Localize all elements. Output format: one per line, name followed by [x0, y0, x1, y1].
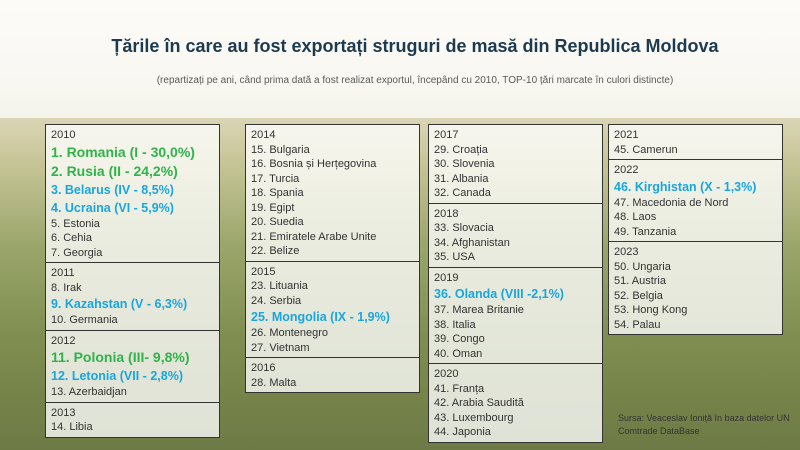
year-label: 2011 [51, 267, 75, 279]
country-item: 42. Arabia Saudită [434, 397, 524, 409]
country-item: 11. Polonia (III- 9,8%) [51, 349, 190, 365]
year-label: 2023 [614, 246, 639, 258]
country-item: 15. Bulgaria [251, 143, 310, 156]
country-item: 29. Croația [434, 143, 488, 156]
country-item: 14. Libia [51, 421, 93, 433]
country-item: 21. Emiratele Arabe Unite [251, 230, 377, 243]
year-box: 2021 45. Camerun [608, 124, 783, 160]
year-label: 2021 [614, 129, 639, 141]
year-label: 2016 [251, 362, 276, 374]
country-item: 31. Albania [434, 172, 489, 185]
year-label: 2012 [51, 334, 76, 347]
country-item: 8. Irak [51, 281, 82, 294]
year-label: 2019 [434, 271, 459, 284]
country-item: 19. Egipt [251, 201, 295, 214]
country-item: 27. Vietnam [251, 341, 310, 354]
year-box: 2016 28. Malta [245, 357, 420, 393]
country-item: 43. Luxembourg [434, 411, 514, 424]
country-item: 44. Japonia [434, 426, 491, 438]
year-box: 2018 33. Slovacia 34. Afghanistan 35. USA [428, 202, 603, 268]
country-item: 30. Slovenia [434, 158, 495, 170]
subtitle: (repartizați pe ani, când prima dată a f… [156, 75, 674, 86]
country-item: 3. Belarus (IV - 8,5%) [51, 182, 174, 197]
country-item: 24. Serbia [251, 294, 302, 307]
column: 2021 45. Camerun 2022 46. Kirghistan (X - 1… [608, 124, 783, 335]
year-box: 2012 11. Polonia (III- 9,8%) 12. Letonia (… [45, 329, 220, 403]
country-item: 18. Spania [251, 187, 304, 199]
country-item: 49. Tanzania [614, 225, 677, 238]
country-item: 22. Belize [251, 245, 300, 257]
source-note: Sursa: Veaceslav Ioniță în baza datelor … [618, 413, 790, 436]
country-item: 32. Canada [434, 187, 491, 199]
country-item: 53. Hong Kong [614, 304, 688, 316]
country-item: 20. Suedia [251, 216, 304, 228]
country-item: 41. Franța [434, 382, 485, 395]
country-item: 33. Slovacia [434, 222, 494, 234]
country-item: 40. Oman [434, 347, 483, 360]
year-box: 2014 15. Bulgaria 16. Bosnia și Herțegovin… [245, 124, 420, 262]
year-label: 2010 [51, 129, 76, 141]
year-box: 2015 23. Lituania 24. Serbia 25. Mongolia (… [245, 260, 420, 358]
country-item: 7. Georgia [51, 246, 103, 259]
year-label: 2014 [251, 129, 276, 141]
country-item: 47. Macedonia de Nord [614, 196, 729, 209]
country-item: 54. Palau [614, 318, 661, 331]
year-label: 2015 [251, 265, 276, 278]
country-item: 26. Montenegro [251, 327, 329, 339]
country-item: 37. Marea Britanie [434, 304, 524, 316]
header-band [0, 0, 800, 118]
country-item: 17. Turcia [251, 172, 300, 185]
country-item: 46. Kirghistan (X - 1,3%) [614, 179, 757, 194]
country-item: 48. Laos [614, 211, 657, 223]
year-label: 2013 [51, 406, 76, 419]
country-item: 36. Olanda (VIII -2,1%) [434, 287, 564, 301]
country-item: 2. Rusia (II - 24,2%) [51, 162, 178, 179]
country-item: 34. Afghanistan [434, 236, 510, 249]
country-item: 38. Italia [434, 318, 476, 331]
country-item: 5. Estonia [51, 217, 100, 230]
country-item: 28. Malta [251, 376, 297, 389]
title: Țările în care au fost exportați strugur… [111, 36, 719, 56]
year-label: 2022 [614, 164, 639, 176]
country-item: 9. Kazahstan (V - 6,3%) [51, 297, 188, 311]
year-box: 2020 41. Franța 42. Arabia Saudită 43. Luxe… [428, 363, 603, 443]
country-item: 23. Lituania [251, 280, 308, 292]
country-item: 45. Camerun [614, 143, 678, 156]
country-item: 13. Azerbaidjan [51, 386, 127, 398]
country-item: 12. Letonia (VII - 2,8%) [51, 369, 183, 383]
year-box: 2011 8. Irak 9. Kazahstan (V - 6,3%) 10. Ge… [45, 262, 220, 331]
year-box: 2017 29. Croația 30. Slovenia 31. Albania 32… [428, 124, 603, 204]
column: 2014 15. Bulgaria 16. Bosnia și Herțegovin… [245, 124, 420, 393]
country-item: 52. Belgia [614, 289, 663, 302]
year-box: 2019 36. Olanda (VIII -2,1%) 37. Marea Bri… [428, 266, 603, 364]
year-box: 2013 14. Libia [45, 401, 220, 438]
column: 2010 1. Romania (I - 30,0%) 2. Rusia (II -… [45, 124, 220, 438]
year-label: 2017 [434, 129, 459, 141]
country-item: 6. Cehia [51, 232, 92, 244]
column: 2017 29. Croația 30. Slovenia 31. Albania 32… [428, 124, 603, 443]
year-box: 2010 1. Romania (I - 30,0%) 2. Rusia (II -… [45, 124, 220, 263]
country-item: 4. Ucraina (VI - 5,9%) [51, 200, 174, 215]
country-item: 25. Mongolia (IX - 1,9%) [251, 310, 390, 324]
country-item: 10. Germania [51, 314, 118, 326]
year-label: 2018 [434, 207, 459, 220]
year-box: 2022 46. Kirghistan (X - 1,3%) 47. Macedon… [608, 159, 783, 242]
year-label: 2020 [434, 368, 459, 380]
country-item: 51. Austria [614, 275, 666, 287]
country-item: 1. Romania (I - 30,0%) [51, 143, 195, 160]
country-item: 16. Bosnia și Herțegovina [251, 158, 377, 170]
country-item: 39. Congo [434, 333, 485, 345]
country-item: 35. USA [434, 251, 475, 263]
year-box: 2023 50. Ungaria 51. Austria 52. Belgia 53. … [608, 241, 783, 335]
country-item: 50. Ungaria [614, 260, 671, 273]
